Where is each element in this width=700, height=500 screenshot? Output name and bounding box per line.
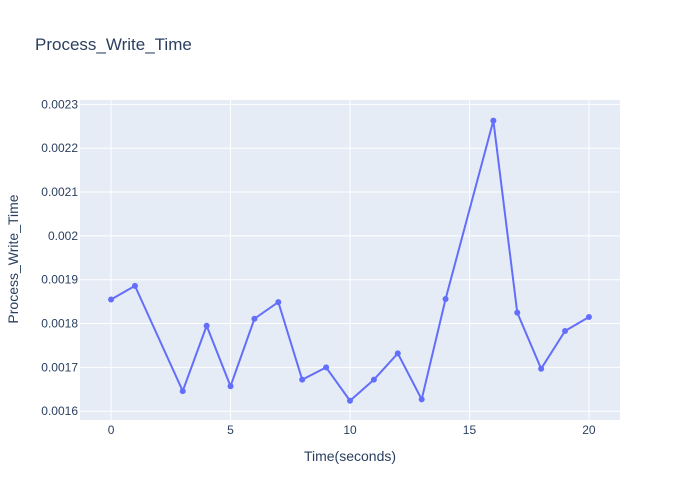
x-tick-label: 20 (582, 423, 596, 437)
y-tick-label: 0.0017 (41, 360, 78, 374)
y-tick-label: 0.0022 (41, 141, 78, 155)
y-tick-label: 0.0019 (41, 273, 78, 287)
chart-title: Process_Write_Time (35, 35, 192, 54)
data-point (203, 322, 210, 329)
data-point (514, 309, 521, 316)
data-point (347, 397, 353, 404)
y-axis-ticks: 0.0016 0.0017 0.0018 0.0019 0.002 0.0021 0.002… (41, 97, 78, 418)
x-tick-label: 0 (108, 423, 115, 437)
x-axis-title: Time(seconds) (304, 448, 396, 464)
y-tick-label: 0.0018 (41, 317, 78, 331)
data-point (562, 328, 569, 335)
y-tick-label: 0.0016 (41, 404, 78, 418)
x-tick-label: 5 (227, 423, 234, 437)
y-axis-title: Process_Write_Time (5, 194, 21, 323)
data-point (490, 117, 497, 124)
data-point (131, 282, 138, 289)
y-tick-label: 0.0021 (41, 185, 78, 199)
data-point (108, 296, 115, 303)
y-tick-label: 0.0023 (41, 97, 78, 111)
x-gridlines (110, 100, 590, 420)
data-point (275, 299, 282, 306)
data-point (394, 350, 401, 357)
data-point (442, 296, 449, 303)
data-point (227, 383, 234, 390)
y-tick-label: 0.002 (48, 229, 78, 243)
data-point (323, 364, 330, 371)
data-point (585, 313, 592, 320)
data-point (251, 315, 258, 322)
x-axis-ticks: 0 5 10 15 20 (108, 423, 596, 437)
data-point (370, 376, 377, 383)
data-point (299, 376, 306, 383)
data-point (538, 365, 545, 372)
x-tick-label: 10 (343, 423, 357, 437)
data-point (179, 388, 186, 395)
data-point (418, 396, 425, 403)
series-points (108, 117, 592, 404)
x-tick-label: 15 (463, 423, 477, 437)
